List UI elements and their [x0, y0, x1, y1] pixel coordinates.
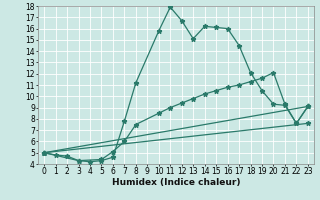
X-axis label: Humidex (Indice chaleur): Humidex (Indice chaleur)	[112, 178, 240, 187]
